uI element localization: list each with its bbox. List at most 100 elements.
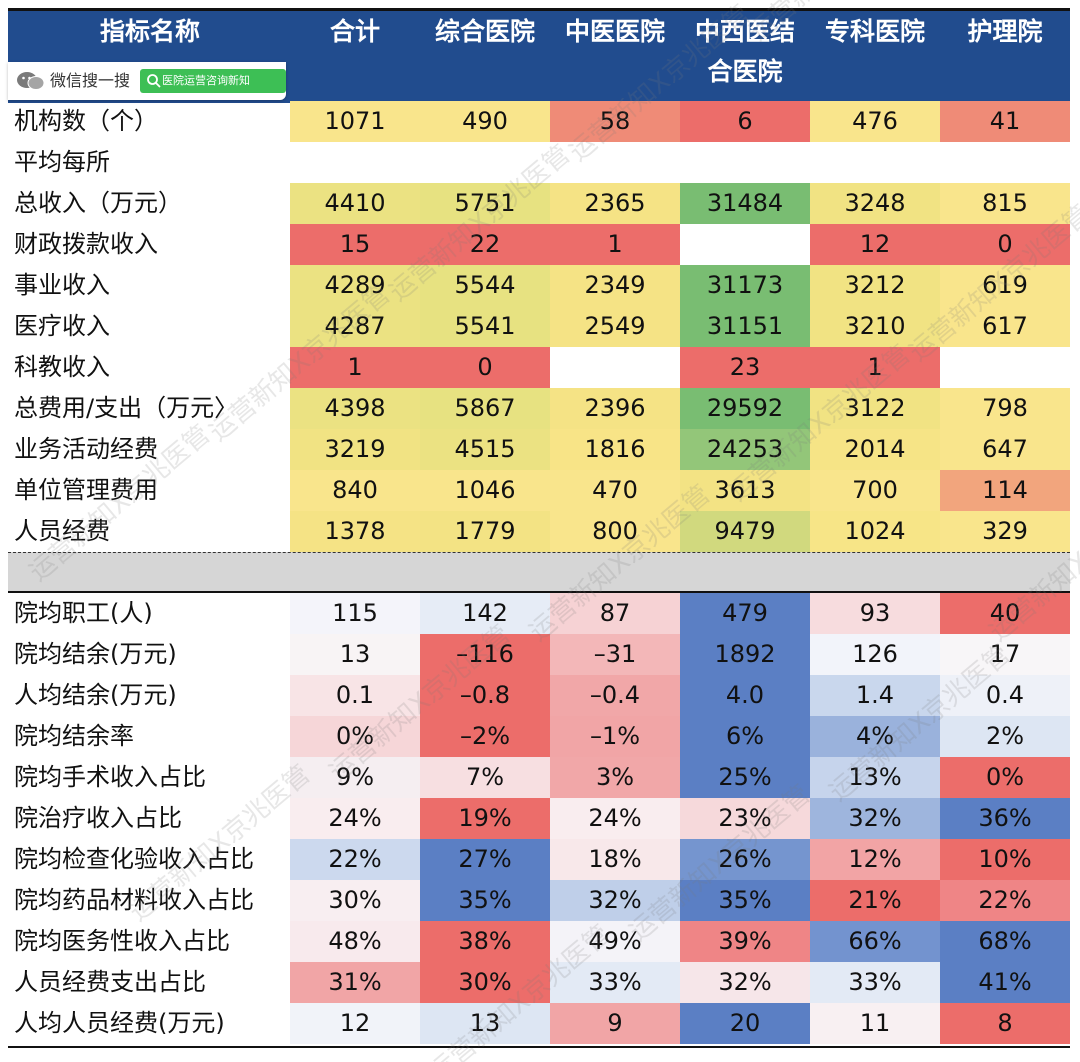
- column-header-indicator: 指标名称: [99, 17, 200, 46]
- heatmap-cell: 0%: [940, 757, 1070, 798]
- heatmap-cell: 11: [810, 1003, 940, 1044]
- wechat-search-banner[interactable]: 微信搜一搜 医院运营咨询新知: [8, 62, 286, 100]
- heatmap-cell: 1071: [290, 101, 420, 142]
- heatmap-cell: 12: [810, 224, 940, 265]
- heatmap-cell: 31173: [680, 265, 810, 306]
- heatmap-cell: 22%: [290, 839, 420, 880]
- heatmap-cell: 31151: [680, 306, 810, 347]
- heatmap-cell: 617: [940, 306, 1070, 347]
- heatmap-cell: [290, 142, 420, 183]
- column-header: 合计: [329, 17, 380, 46]
- heatmap-cell: 4.0: [680, 675, 810, 716]
- row-label: 人员经费: [14, 517, 110, 545]
- heatmap-cell: 24253: [680, 429, 810, 470]
- row-label: 单位管理费用: [14, 476, 158, 504]
- heatmap-cell: 840: [290, 470, 420, 511]
- heatmap-cell: 798: [940, 388, 1070, 429]
- heatmap-cell: 1892: [680, 634, 810, 675]
- heatmap-cell: 4287: [290, 306, 420, 347]
- row-label: 医疗收入: [14, 312, 110, 340]
- heatmap-cell: 27%: [420, 839, 550, 880]
- heatmap-cell: 2%: [940, 716, 1070, 757]
- heatmap-cell: 36%: [940, 798, 1070, 839]
- heatmap-cell: 23: [680, 347, 810, 388]
- heatmap-cell: –31: [550, 634, 680, 675]
- heatmap-cell: 35%: [680, 880, 810, 921]
- heatmap-cell: 5867: [420, 388, 550, 429]
- heatmap-cell: –0.8: [420, 675, 550, 716]
- section-divider: [8, 552, 1070, 593]
- heatmap-cell: 33%: [810, 962, 940, 1003]
- heatmap-cell: 30%: [420, 962, 550, 1003]
- heatmap-cell: –1%: [550, 716, 680, 757]
- heatmap-cell: 12: [290, 1003, 420, 1044]
- heatmap-cell: 800: [550, 511, 680, 552]
- heatmap-cell: 87: [550, 593, 680, 634]
- heatmap-cell: –0.4: [550, 675, 680, 716]
- heatmap-cell: 4398: [290, 388, 420, 429]
- column-header: 专科医院: [824, 17, 925, 46]
- heatmap-cell: 4289: [290, 265, 420, 306]
- row-label: 院均结余率: [14, 722, 134, 750]
- heatmap-cell: 3122: [810, 388, 940, 429]
- heatmap-cell: 3248: [810, 183, 940, 224]
- heatmap-cell: 4%: [810, 716, 940, 757]
- heatmap-cell: 41: [940, 101, 1070, 142]
- heatmap-cell: 19%: [420, 798, 550, 839]
- heatmap-cell: 2349: [550, 265, 680, 306]
- column-header: 中西医结 合医院: [694, 17, 795, 86]
- heatmap-cell: 0: [940, 224, 1070, 265]
- search-box[interactable]: 医院运营咨询新知: [140, 69, 286, 93]
- row-label: 总收入（万元）: [14, 189, 182, 217]
- heatmap-cell: 31484: [680, 183, 810, 224]
- heatmap-cell: 1816: [550, 429, 680, 470]
- heatmap-cell: 1.4: [810, 675, 940, 716]
- heatmap-cell: 9479: [680, 511, 810, 552]
- heatmap-cell: 3613: [680, 470, 810, 511]
- heatmap-cell: 4410: [290, 183, 420, 224]
- wechat-icon: [17, 72, 45, 90]
- heatmap-cell: 6: [680, 101, 810, 142]
- row-label: 人均结余(万元): [14, 681, 177, 709]
- heatmap-cell: 25%: [680, 757, 810, 798]
- heatmap-cell: 40: [940, 593, 1070, 634]
- heatmap-cell: –116: [420, 634, 550, 675]
- heatmap-cell: 1378: [290, 511, 420, 552]
- heatmap-cell: 93: [810, 593, 940, 634]
- row-label: 机构数（个）: [14, 107, 158, 135]
- heatmap-cell: 23%: [680, 798, 810, 839]
- heatmap-cell: 31%: [290, 962, 420, 1003]
- heatmap-cell: 38%: [420, 921, 550, 962]
- heatmap-cell: 114: [940, 470, 1070, 511]
- heatmap-cell: 815: [940, 183, 1070, 224]
- heatmap-cell: 1779: [420, 511, 550, 552]
- row-label: 院均手术收入占比: [14, 763, 206, 791]
- row-label: 院均检查化验收入占比: [14, 845, 254, 873]
- row-label: 院均药品材料收入占比: [14, 886, 254, 914]
- heatmap-cell: 490: [420, 101, 550, 142]
- heatmap-cell: 5751: [420, 183, 550, 224]
- heatmap-cell: 479: [680, 593, 810, 634]
- heatmap-cell: 30%: [290, 880, 420, 921]
- heatmap-cell: 7%: [420, 757, 550, 798]
- search-icon: [147, 74, 161, 88]
- heatmap-cell: 17: [940, 634, 1070, 675]
- heatmap-cell: 32%: [550, 880, 680, 921]
- row-label: 人员经费支出占比: [14, 968, 206, 996]
- heatmap-cell: [940, 347, 1070, 388]
- heatmap-cell: 41%: [940, 962, 1070, 1003]
- row-label: 总费用/支出（万元〉: [14, 394, 239, 422]
- heatmap-cell: 9%: [290, 757, 420, 798]
- heatmap-cell: 49%: [550, 921, 680, 962]
- heatmap-cell: 0.4: [940, 675, 1070, 716]
- row-label: 平均每所: [14, 148, 110, 176]
- heatmap-cell: [940, 142, 1070, 183]
- heatmap-cell: 1: [810, 347, 940, 388]
- row-label: 院均医务性收入占比: [14, 927, 230, 955]
- row-label: 科教收入: [14, 353, 110, 381]
- heatmap-cell: 3210: [810, 306, 940, 347]
- heatmap-cell: 2396: [550, 388, 680, 429]
- heatmap-cell: 24%: [550, 798, 680, 839]
- search-query: 医院运营咨询新知: [162, 74, 250, 87]
